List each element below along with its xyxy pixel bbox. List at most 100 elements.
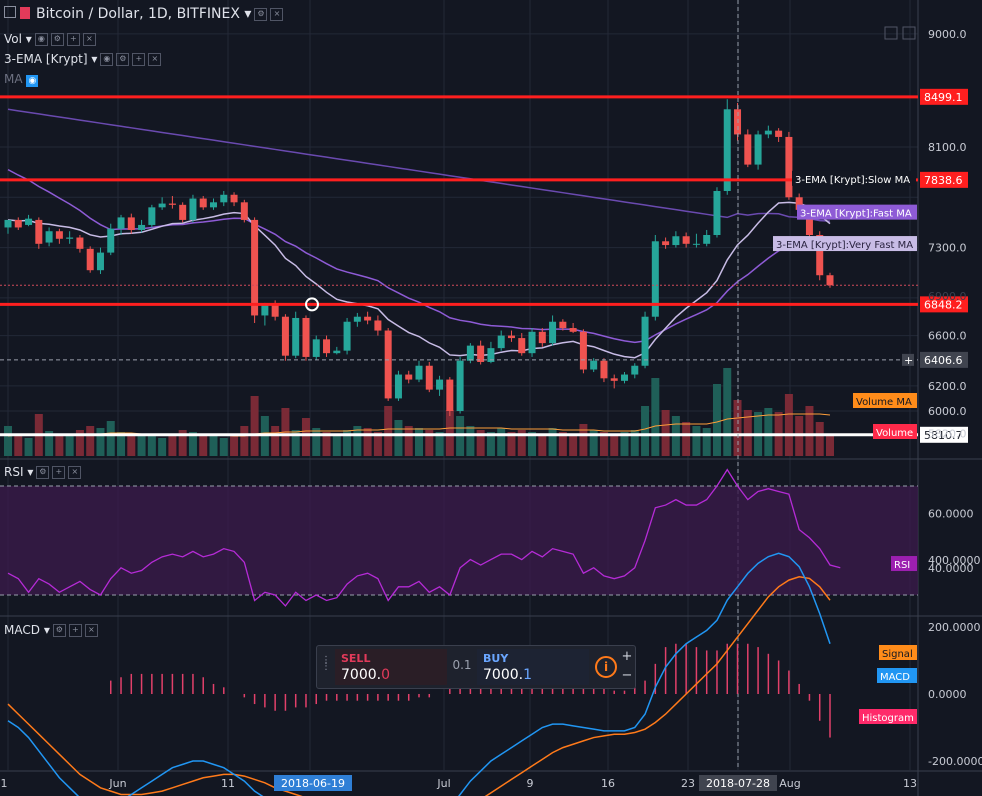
candle-body [251,219,259,316]
settings-icon[interactable]: ⚙ [116,53,130,66]
price-axis-tick: 8100.0 [928,141,967,154]
volume-bar [599,432,608,456]
price-axis-tick: 6200.0 [928,380,967,393]
candle-body [590,360,598,370]
volume-bar [250,396,259,456]
delete-icon [902,26,916,40]
volume-bar [476,430,485,456]
rsi-band-fill [0,486,918,595]
volume-bar [75,430,84,456]
candle-body [168,203,176,205]
sell-label: SELL [341,652,371,665]
volume-bar [106,421,115,456]
trade-panel: ⋮ ⋮ SELL 7000.0 0.1 BUY 7000.1 i + − [316,645,636,689]
candle-body [353,316,361,322]
volume-bar [4,426,12,456]
close-icon[interactable]: × [82,33,96,46]
candle-body [477,345,485,362]
chevron-down-icon[interactable]: ▾ [27,465,34,479]
minus-button[interactable]: − [621,668,633,683]
close-icon[interactable]: × [270,7,284,21]
settings-icon[interactable]: ⚙ [36,466,50,479]
ema-legend[interactable]: 3-EMA [Krypt] ▾ ◉ ⚙ + × [4,52,162,66]
candle-body [538,331,546,344]
candle-body [107,228,115,253]
volume-bar [630,430,639,456]
vol-legend[interactable]: Vol ▾ ◉ ⚙ + × [4,32,96,46]
spread-value: 0.1 [452,658,472,672]
candle-body [775,130,783,137]
volume-bar [712,384,721,456]
volume-bar [743,410,752,456]
chevron-down-icon[interactable]: ▾ [25,32,32,46]
macd-signal-label-bg [879,645,917,660]
eye-icon[interactable]: ◉ [26,75,39,87]
volume-bar [117,432,126,456]
volume-bar [65,434,74,456]
volume-bar [158,438,167,456]
crosshair-add-icon [902,353,914,366]
chart-title[interactable]: Bitcoin / Dollar, 1D, BITFINEX [36,6,240,22]
volume-bar [373,432,382,456]
candle-body [4,219,12,228]
eye-icon[interactable]: ◉ [100,53,114,66]
volume-bar [815,422,824,456]
close-icon[interactable]: × [148,53,162,66]
add-icon[interactable]: + [66,33,80,46]
level-price-label: 7838.6 [924,174,963,187]
level-price-tag [920,426,968,443]
macd-legend[interactable]: MACD ▾ ⚙ + × [4,623,98,637]
candle-body [682,236,690,244]
macd-macd-label-bg [877,668,917,683]
volume-bar [147,436,156,456]
add-icon[interactable]: + [52,466,66,479]
macd-signal-line [7,575,831,796]
candle-body [220,194,228,203]
candle-body [549,321,557,344]
time-axis-highlight [699,775,777,791]
volume-bar [312,428,321,456]
time-axis-label: Aug [779,777,800,790]
buy-button[interactable]: BUY 7000.1 [477,649,589,685]
close-icon[interactable]: × [84,624,98,637]
time-axis-label: 9 [527,777,534,790]
candle-body [158,203,166,208]
macd-macd-label: MACD [880,672,910,683]
info-icon[interactable]: i [595,656,617,678]
chevron-down-icon[interactable]: ▾ [91,52,98,66]
volume-bar [466,426,475,456]
ema-label: 3-EMA [Krypt] [4,52,88,66]
settings-icon[interactable]: ⚙ [50,33,64,46]
candle-body [14,219,22,228]
collapse-icon[interactable] [4,6,16,18]
crosshair-add-icon: + [904,354,913,367]
crosshair-price-tag [920,351,968,368]
drag-handle-icon[interactable]: ⋮ ⋮ [321,655,331,672]
rsi-legend[interactable]: RSI ▾ ⚙ + × [4,465,82,479]
ma-label: MA [4,72,23,86]
candle-body [795,197,803,210]
plus-button[interactable]: + [621,649,633,664]
add-icon[interactable]: + [132,53,146,66]
volume-bar [569,434,578,456]
eye-icon[interactable]: ◉ [34,33,48,46]
candle-body [179,204,187,220]
candle-body [713,191,721,235]
ma-legend[interactable]: MA ◉ [4,72,39,87]
volume-ma-label-bg [853,393,917,408]
settings-icon[interactable]: ⚙ [254,7,268,21]
volume-bar [230,434,239,456]
close-icon[interactable]: × [68,466,82,479]
add-icon[interactable]: + [68,624,82,637]
chevron-down-icon[interactable]: ▾ [239,6,252,22]
volume-bar [558,432,567,456]
candle-body [210,202,217,208]
chevron-down-icon[interactable]: ▾ [43,623,50,637]
candle-body [323,339,331,354]
settings-icon[interactable]: ⚙ [52,624,66,637]
candle-body [569,328,577,332]
candle-body [754,134,762,165]
candle-body [261,305,269,316]
sell-button[interactable]: SELL 7000.0 [335,649,447,685]
macd-signal-label: Signal [882,649,913,660]
